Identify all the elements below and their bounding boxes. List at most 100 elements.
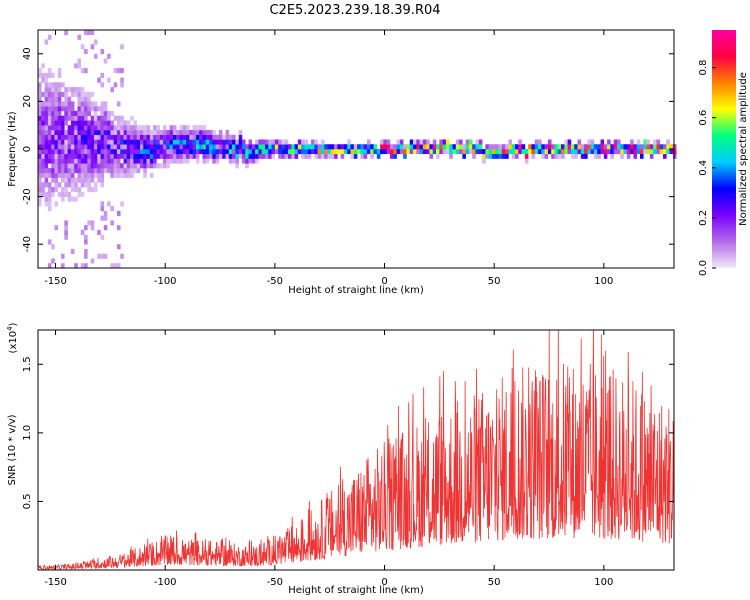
heatmap-cell bbox=[87, 101, 91, 107]
heatmap-cell bbox=[153, 139, 157, 145]
heatmap-cell bbox=[304, 144, 309, 150]
heatmap-cell bbox=[70, 182, 75, 188]
heatmap-cell bbox=[649, 149, 654, 155]
heatmap-cell bbox=[38, 120, 42, 126]
heatmap-cell bbox=[143, 149, 147, 155]
heatmap-cell bbox=[159, 129, 164, 136]
heatmap-cell bbox=[107, 153, 111, 159]
heatmap-cell bbox=[74, 153, 78, 159]
heatmap-x-tick-label: 50 bbox=[488, 276, 501, 287]
heatmap-cell bbox=[44, 153, 49, 159]
heatmap-cell bbox=[54, 87, 59, 93]
heatmap-cell bbox=[186, 139, 190, 145]
heatmap-cell bbox=[67, 149, 72, 155]
heatmap-cell bbox=[468, 144, 473, 150]
heatmap-cell bbox=[468, 149, 473, 155]
heatmap-cell bbox=[41, 158, 45, 164]
heatmap-cell bbox=[80, 106, 85, 112]
heatmap-cell bbox=[100, 177, 105, 183]
heatmap-cell bbox=[47, 125, 52, 131]
heatmap-cell bbox=[97, 120, 101, 126]
heatmap-cell bbox=[179, 153, 184, 159]
heatmap-cell bbox=[90, 44, 95, 50]
heatmap-cell bbox=[590, 149, 595, 155]
heatmap-cell bbox=[370, 153, 374, 159]
heatmap-cell bbox=[159, 163, 164, 169]
heatmap-cell bbox=[399, 144, 404, 150]
heatmap-cell bbox=[38, 144, 42, 150]
heatmap-cell bbox=[462, 149, 466, 155]
heatmap-cell bbox=[38, 106, 42, 112]
heatmap-cell bbox=[255, 144, 259, 150]
heatmap-cell bbox=[54, 168, 59, 174]
heatmap-cell bbox=[67, 182, 72, 188]
heatmap-cell bbox=[163, 144, 167, 150]
heatmap-cell bbox=[113, 153, 118, 159]
heatmap-cell bbox=[80, 139, 85, 145]
heatmap-cell bbox=[80, 96, 85, 102]
heatmap-cell bbox=[419, 149, 424, 155]
heatmap-cell bbox=[61, 196, 65, 202]
heatmap-cell bbox=[419, 144, 424, 150]
heatmap-cell bbox=[54, 149, 59, 155]
heatmap-cell bbox=[70, 106, 75, 112]
heatmap-cell bbox=[607, 149, 611, 155]
heatmap-cell bbox=[264, 139, 269, 145]
heatmap-cell bbox=[120, 139, 124, 145]
heatmap-cell bbox=[587, 149, 591, 155]
heatmap-cell bbox=[538, 144, 542, 150]
heatmap-cell bbox=[166, 149, 170, 155]
heatmap-cell bbox=[107, 139, 111, 145]
heatmap-cell bbox=[44, 87, 49, 93]
heatmap-cell bbox=[67, 129, 72, 136]
heatmap-cell bbox=[133, 125, 137, 131]
heatmap-cell bbox=[57, 120, 62, 126]
heatmap-cell bbox=[44, 144, 49, 150]
heatmap-cell bbox=[64, 96, 68, 102]
heatmap-cell bbox=[166, 134, 170, 140]
heatmap-cell bbox=[136, 129, 141, 136]
heatmap-cell bbox=[574, 144, 578, 150]
heatmap-cell bbox=[80, 153, 85, 159]
heatmap-cell bbox=[587, 144, 591, 150]
heatmap-cell bbox=[130, 149, 134, 155]
heatmap-cell bbox=[64, 225, 68, 231]
heatmap-cell bbox=[199, 125, 203, 131]
heatmap-cell bbox=[429, 153, 434, 159]
heatmap-cell bbox=[38, 129, 42, 136]
heatmap-cell bbox=[633, 144, 638, 150]
heatmap-cell bbox=[409, 144, 414, 150]
heatmap-cell bbox=[449, 149, 453, 155]
heatmap-cell bbox=[166, 153, 170, 159]
heatmap-cell bbox=[258, 153, 262, 159]
heatmap-cell bbox=[74, 158, 78, 164]
heatmap-cell bbox=[77, 34, 82, 40]
heatmap-cell bbox=[41, 149, 45, 155]
heatmap-cell bbox=[87, 120, 91, 126]
heatmap-cell bbox=[80, 191, 85, 197]
heatmap-cell bbox=[74, 187, 78, 193]
heatmap-cell bbox=[57, 153, 62, 159]
heatmap-cell bbox=[70, 139, 75, 145]
snr-scale-exponent: 4 bbox=[6, 326, 14, 331]
heatmap-cell bbox=[143, 139, 147, 145]
heatmap-cell bbox=[669, 149, 674, 155]
heatmap-cell bbox=[90, 158, 95, 164]
heatmap-cell bbox=[41, 134, 45, 140]
heatmap-cell bbox=[186, 153, 190, 159]
heatmap-cell bbox=[80, 144, 85, 150]
heatmap-cell bbox=[666, 149, 670, 155]
heatmap-cell bbox=[116, 244, 121, 250]
heatmap-cell bbox=[133, 134, 137, 140]
heatmap-cell bbox=[51, 144, 55, 150]
heatmap-cell bbox=[626, 149, 631, 155]
heatmap-cell bbox=[103, 215, 108, 221]
heatmap-cell bbox=[100, 158, 105, 164]
heatmap-cell bbox=[616, 149, 621, 155]
heatmap-cell bbox=[186, 149, 190, 155]
heatmap-cell bbox=[468, 139, 473, 145]
heatmap-cell bbox=[87, 110, 91, 116]
heatmap-cell bbox=[74, 168, 78, 174]
heatmap-cell bbox=[439, 139, 443, 145]
heatmap-cell bbox=[271, 144, 276, 150]
